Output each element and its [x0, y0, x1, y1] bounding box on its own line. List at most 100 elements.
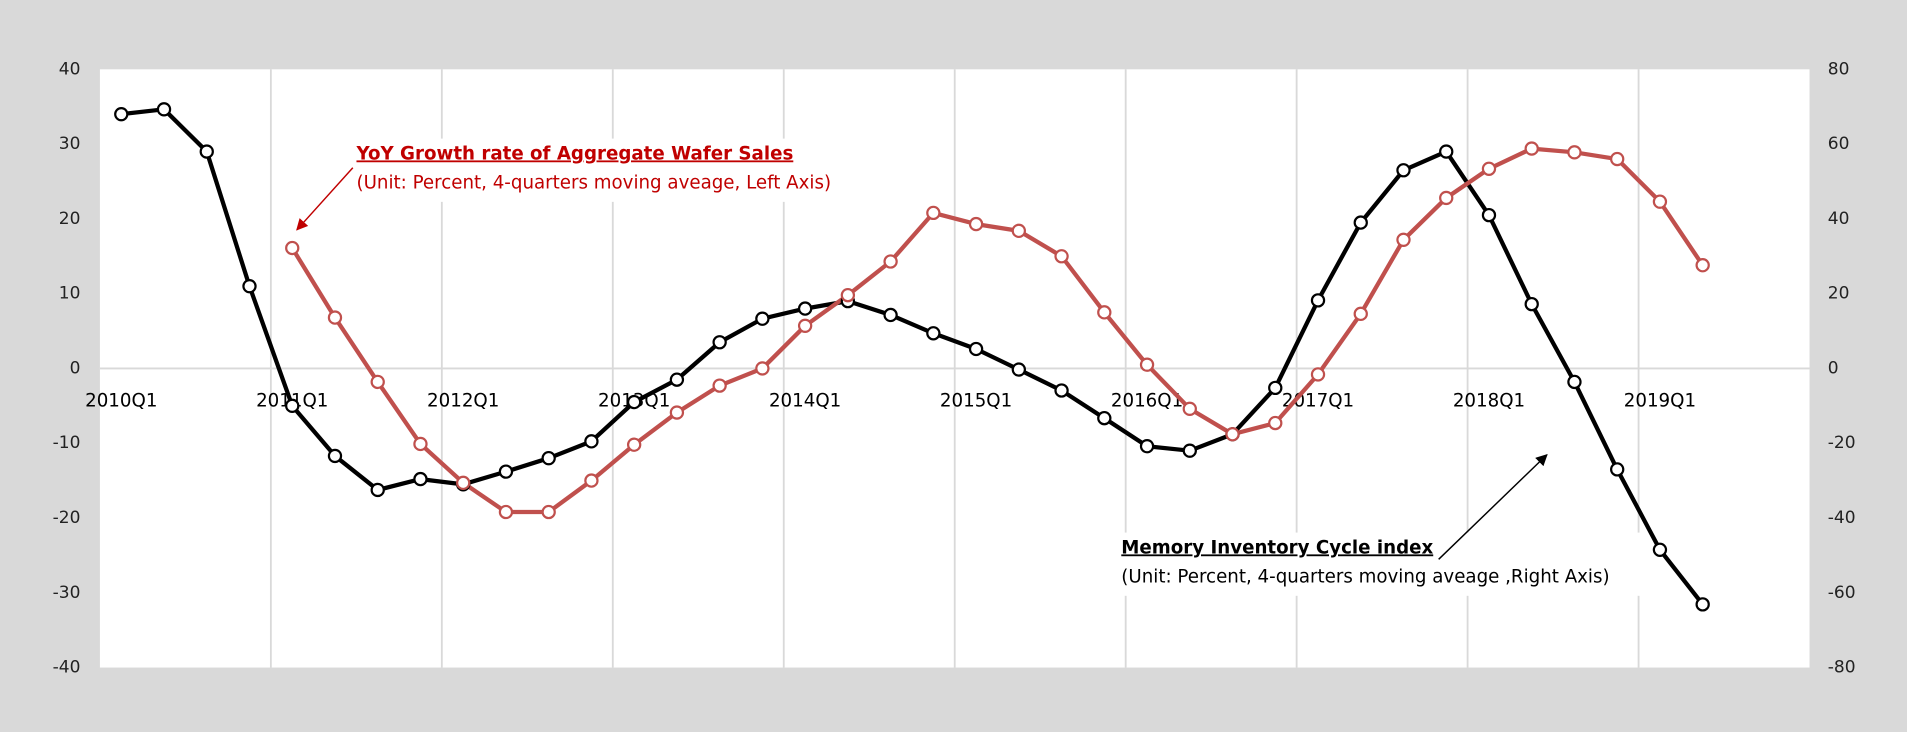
data-point: [1439, 144, 1454, 159]
data-point: [498, 504, 514, 520]
data-point: [199, 144, 214, 159]
data-point: [712, 378, 727, 393]
y2-tick-label: 0: [1828, 358, 1839, 378]
series-line: [290, 146, 1705, 515]
data-point: [1524, 141, 1539, 156]
data-point: [1610, 462, 1625, 477]
y-tick-label: 0: [70, 358, 81, 378]
data-point: [1524, 296, 1539, 312]
y-tick-label: -40: [53, 658, 81, 678]
data-point: [1652, 194, 1668, 209]
annotation-box: [1116, 532, 1642, 596]
y2-tick-label: -80: [1828, 658, 1856, 678]
y2-tick-label: 60: [1828, 134, 1850, 154]
x-tick-label: 2015Q1: [940, 390, 1012, 411]
data-point: [413, 436, 428, 452]
data-point: [797, 301, 813, 316]
y-tick-label: 10: [59, 284, 81, 304]
annotation-arrow: [296, 167, 354, 231]
data-point: [1097, 305, 1112, 320]
x-tick-label: 2016Q1: [1111, 390, 1183, 411]
data-point: [413, 471, 428, 487]
data-point: [1695, 258, 1710, 273]
data-point: [156, 102, 172, 117]
data-point: [797, 318, 813, 333]
data-point: [1353, 215, 1368, 230]
data-point: [669, 405, 685, 420]
y2-tick-label: -20: [1828, 433, 1856, 453]
x-tick-label: 2010Q1: [85, 390, 157, 411]
y-tick-label: 30: [59, 134, 81, 154]
data-point: [1695, 597, 1710, 612]
data-point: [926, 326, 941, 341]
data-point: [541, 450, 556, 466]
data-point: [584, 434, 599, 449]
data-point: [114, 107, 129, 122]
y-tick-label: 20: [59, 209, 81, 229]
data-point: [1610, 151, 1625, 167]
data-point: [1182, 443, 1197, 458]
y2-tick-label: -60: [1828, 583, 1856, 603]
data-point: [584, 473, 599, 488]
data-point: [541, 504, 556, 520]
data-point: [840, 287, 856, 303]
data-point: [968, 341, 984, 357]
data-point: [327, 448, 343, 464]
data-point: [1268, 380, 1283, 396]
data-point: [1567, 145, 1582, 160]
data-point: [1225, 427, 1240, 442]
data-point: [242, 278, 257, 294]
data-point: [626, 394, 642, 410]
y2-tick-label: 20: [1828, 284, 1850, 304]
data-point: [1481, 161, 1497, 176]
data-point: [626, 437, 642, 452]
data-point: [1567, 374, 1582, 390]
x-tick-label: 2014Q1: [769, 390, 841, 411]
annotation-text: (Unit: Percent, 4-quarters moving aveage…: [356, 173, 831, 194]
y2-tick-label: 80: [1828, 59, 1850, 79]
data-point: [755, 311, 770, 326]
data-point: [712, 335, 727, 350]
data-point: [1439, 190, 1454, 206]
data-point: [755, 361, 770, 376]
annotation-box: [350, 138, 886, 202]
data-point: [1054, 249, 1069, 264]
data-point: [498, 464, 514, 479]
data-point: [285, 240, 300, 256]
annotation-title: YoY Growth rate of Aggregate Wafer Sales: [355, 143, 793, 164]
data-point: [883, 254, 898, 269]
series-line: [121, 107, 1705, 606]
y-tick-label: -30: [53, 583, 81, 603]
annotation-arrow: [1438, 453, 1548, 560]
x-tick-label: 2012Q1: [427, 390, 499, 411]
data-point: [1353, 306, 1368, 322]
data-point: [370, 374, 385, 390]
annotation-title: Memory Inventory Cycle index: [1121, 537, 1433, 558]
y-tick-label: -20: [53, 508, 81, 528]
data-point: [1011, 362, 1027, 377]
y2-tick-label: 40: [1828, 209, 1850, 229]
data-point: [968, 216, 984, 232]
data-point: [1097, 410, 1112, 426]
data-point: [1139, 357, 1155, 372]
annotation-text: (Unit: Percent, 4-quarters moving aveage…: [1121, 567, 1609, 588]
data-point: [1396, 232, 1411, 247]
data-point: [285, 398, 300, 413]
y2-tick-label: -40: [1828, 508, 1856, 528]
data-point: [1310, 293, 1326, 308]
data-point: [327, 310, 343, 325]
data-point: [883, 307, 898, 323]
data-point: [669, 372, 685, 387]
data-point: [1481, 207, 1497, 223]
y-tick-label: 40: [59, 59, 81, 79]
data-point: [1268, 415, 1283, 431]
y-tick-label: -10: [53, 433, 81, 453]
data-point: [1011, 223, 1027, 239]
data-point: [1396, 163, 1411, 178]
data-point: [456, 475, 471, 491]
x-tick-label: 2018Q1: [1453, 390, 1525, 411]
data-point: [1182, 401, 1197, 416]
data-point: [1054, 383, 1069, 398]
data-point: [926, 205, 941, 221]
